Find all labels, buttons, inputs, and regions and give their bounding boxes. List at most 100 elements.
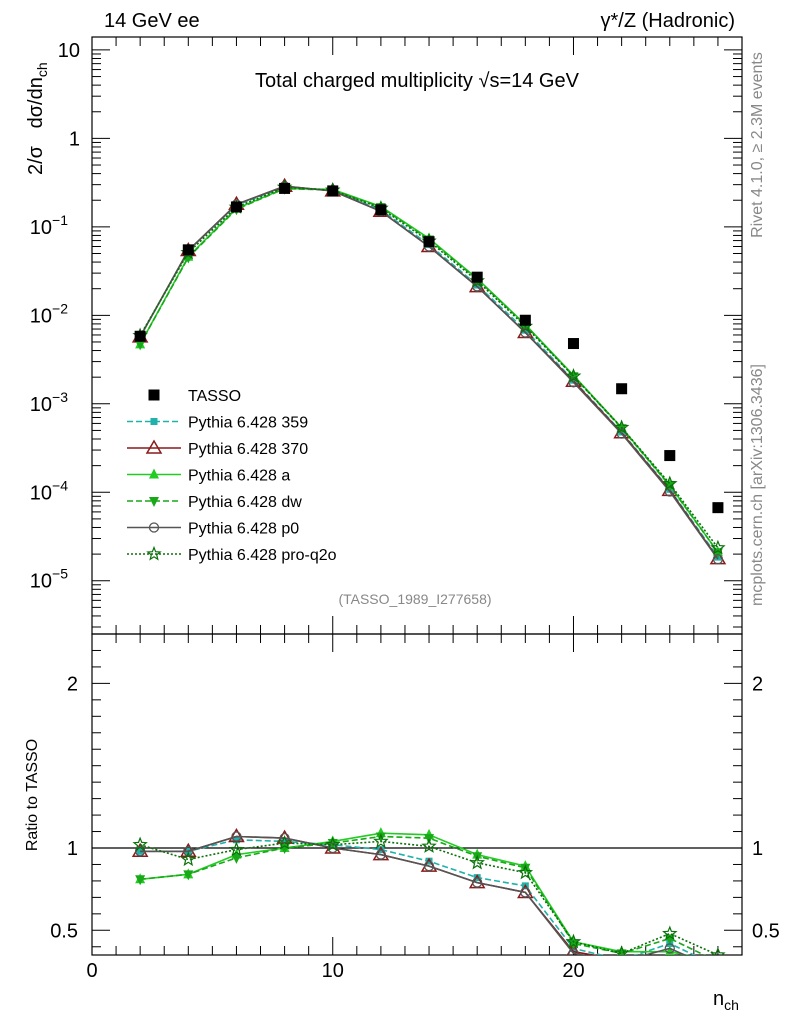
data-point	[471, 271, 483, 283]
legend-item: Pythia 6.428 a	[127, 468, 290, 485]
main-plot-panel: 10 1 10−1 10−2 10−3 10−4 10−5 Total charged mu…	[25, 36, 743, 635]
y-tick-label: 10	[58, 40, 80, 62]
data-point	[135, 340, 146, 351]
ratio-line	[140, 835, 687, 955]
ratio-point	[664, 943, 675, 954]
legend: TASSO Pythia 6.428 359 Pythia 6.428 370 Pyt…	[127, 388, 337, 564]
ratio-point	[373, 833, 389, 849]
ratio-line	[139, 840, 719, 955]
main-y-axis: 10 1 10−1 10−2 10−3 10−4 10−5	[30, 40, 742, 628]
ratio-point	[183, 870, 194, 881]
data-point	[565, 368, 582, 383]
ratio-point	[472, 877, 483, 888]
legend-marker	[149, 497, 159, 507]
main-x-axis-ticks	[91, 37, 743, 634]
ratio-y-axis: 0.5 0.5 1 1 2 2	[50, 649, 780, 948]
ratio-point	[232, 836, 240, 844]
mcplots-source-label: mcplots.cern.ch [arXiv:1306.3436]	[749, 364, 766, 606]
ratio-point	[423, 860, 435, 872]
ratio-line	[140, 832, 690, 955]
ratio-point	[180, 851, 197, 867]
ratio-point	[568, 948, 579, 955]
right-title: γ*/Z (Hadronic)	[601, 10, 735, 32]
left-title: 14 GeV ee	[104, 10, 200, 32]
data-point	[712, 554, 724, 565]
x-tick-label: 20	[562, 960, 584, 982]
ratio-plot-panel: 0.5 0.5 1 1 2 2 0 10 20 Ratio to TASSO nch	[24, 633, 780, 1013]
y-tick-label: 10−5	[30, 566, 68, 593]
ratio-point	[276, 834, 293, 850]
legend-label: Pythia 6.428 370	[188, 441, 308, 458]
ratio-point	[517, 864, 534, 880]
data-point	[567, 338, 579, 350]
x-axis-label: nch	[713, 988, 739, 1013]
ratio-y-tick-label-right: 2	[752, 673, 763, 695]
legend-item: Pythia 6.428 370	[127, 439, 308, 458]
y-tick-label: 10−3	[30, 389, 68, 416]
ratio-point	[132, 836, 148, 852]
data-point	[519, 314, 531, 326]
legend-label: Pythia 6.428 a	[188, 468, 290, 485]
svg-text:2/σ dσ/dnch: 2/σ dσ/dnch	[25, 62, 50, 175]
y-tick-label: 10−2	[30, 300, 68, 327]
legend-item: Pythia 6.428 dw	[127, 494, 302, 511]
legend-marker	[145, 439, 163, 454]
data-point	[134, 330, 146, 342]
ratio-point	[421, 838, 437, 853]
ratio-point	[662, 925, 678, 941]
data-point	[327, 185, 339, 197]
ratio-series-pythia-6-428-pro-q2o	[132, 833, 726, 955]
data-point	[712, 502, 724, 514]
data-point	[230, 201, 242, 213]
ratio-point	[520, 863, 531, 874]
y-label-main: dσ/dn	[25, 77, 47, 128]
legend-label: Pythia 6.428 pro-q2o	[188, 547, 337, 564]
ratio-y-axis-label: Ratio to TASSO	[24, 739, 41, 851]
ratio-point	[375, 832, 386, 843]
data-point	[710, 539, 726, 555]
ratio-point	[613, 945, 630, 955]
legend-label: Pythia 6.428 p0	[188, 521, 299, 538]
plot-title: Total charged multiplicity √s=14 GeV	[255, 70, 580, 92]
rivet-version-label: Rivet 4.1.0, ≥ 2.3M events	[749, 52, 766, 238]
data-point	[375, 204, 387, 216]
ratio-point	[710, 946, 726, 955]
ratio-point	[327, 842, 338, 854]
ratio-y-tick-label: 1	[67, 838, 78, 860]
legend-marker	[150, 418, 158, 425]
legend-item: Pythia 6.428 pro-q2o	[127, 545, 337, 564]
series-tasso	[134, 182, 724, 514]
legend-marker	[148, 522, 160, 533]
ratio-point	[713, 965, 722, 974]
ratio-point	[279, 844, 290, 854]
ratio-point	[231, 853, 242, 864]
ratio-point	[375, 849, 387, 860]
legend-marker	[149, 468, 159, 479]
y-tick-label: 10−4	[30, 477, 68, 504]
main-plot-frame	[91, 36, 743, 635]
ratio-point	[183, 846, 194, 857]
ratio-plot-frame	[91, 633, 743, 956]
main-series-group	[131, 177, 727, 565]
data-point	[182, 244, 194, 256]
data-point	[712, 548, 723, 559]
data-point	[616, 383, 628, 395]
legend-marker	[146, 545, 162, 561]
ratio-point	[469, 854, 486, 870]
ratio-series-pythia-6-428-p0	[134, 831, 722, 974]
legend-item: Pythia 6.428 359	[127, 415, 308, 432]
ratio-point	[565, 933, 582, 949]
x-tick-label: 10	[322, 960, 344, 982]
data-point	[662, 475, 678, 491]
ratio-point	[281, 837, 289, 845]
x-tick-label: 0	[86, 960, 97, 982]
y-tick-label: 1	[69, 128, 80, 150]
ratio-point	[231, 831, 242, 842]
ratio-point	[325, 836, 341, 852]
x-label-main: n	[713, 988, 724, 1010]
ratio-point	[714, 963, 721, 970]
ratio-point	[664, 934, 675, 945]
legend-label: Pythia 6.428 dw	[188, 494, 302, 511]
ratio-line	[140, 835, 707, 955]
